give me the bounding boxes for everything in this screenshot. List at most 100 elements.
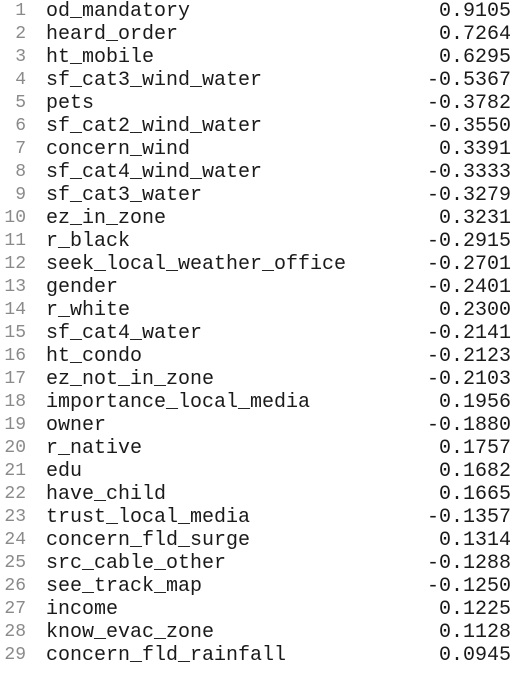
line-number: 7 xyxy=(15,139,26,159)
line-number: 2 xyxy=(15,24,26,44)
editor-line: 6 sf_cat2_wind_water -0.3550 xyxy=(0,115,524,138)
coefficient-value: -0.1880 xyxy=(426,414,511,437)
variable-name: concern_fld_rainfall xyxy=(46,644,287,667)
variable-name: have_child xyxy=(46,483,167,506)
line-number: 14 xyxy=(4,300,26,320)
editor-line: 25 src_cable_other -0.1288 xyxy=(0,552,524,575)
variable-name: see_track_map xyxy=(46,575,203,598)
variable-name: ht_condo xyxy=(46,345,143,368)
editor-line: 15 sf_cat4_water -0.2141 xyxy=(0,322,524,345)
editor-line: 29 concern_fld_rainfall 0.0945 xyxy=(0,644,524,667)
line-number: 5 xyxy=(15,93,26,113)
variable-name: sf_cat2_wind_water xyxy=(46,115,263,138)
coefficient-value: 0.3391 xyxy=(438,138,511,161)
line-number: 16 xyxy=(4,346,26,366)
variable-name: heard_order xyxy=(46,23,179,46)
editor-line: 18 importance_local_media 0.1956 xyxy=(0,391,524,414)
coefficient-value: -0.3782 xyxy=(426,92,511,115)
variable-name: trust_local_media xyxy=(46,506,251,529)
variable-name: gender xyxy=(46,276,119,299)
line-number: 23 xyxy=(4,507,26,527)
line-number: 12 xyxy=(4,254,26,274)
variable-name: od_mandatory xyxy=(46,0,191,23)
editor-line: 5 pets -0.3782 xyxy=(0,92,524,115)
editor-line: 12 seek_local_weather_office -0.2701 xyxy=(0,253,524,276)
variable-name: r_white xyxy=(46,299,131,322)
coefficient-value: -0.1288 xyxy=(426,552,511,575)
variable-name: sf_cat4_wind_water xyxy=(46,161,263,184)
editor-line: 24 concern_fld_surge 0.1314 xyxy=(0,529,524,552)
line-number: 26 xyxy=(4,576,26,596)
coefficient-value: -0.3550 xyxy=(426,115,511,138)
variable-name: importance_local_media xyxy=(46,391,311,414)
line-number: 3 xyxy=(15,47,26,67)
editor-line: 2 heard_order 0.7264 xyxy=(0,23,524,46)
variable-name: r_native xyxy=(46,437,143,460)
line-number: 13 xyxy=(4,277,26,297)
editor-line: 20 r_native 0.1757 xyxy=(0,437,524,460)
coefficient-value: -0.3279 xyxy=(426,184,511,207)
coefficient-value: 0.6295 xyxy=(438,46,511,69)
variable-name: concern_fld_surge xyxy=(46,529,251,552)
coefficient-value: 0.0945 xyxy=(438,644,511,667)
coefficient-value: -0.2103 xyxy=(426,368,511,391)
coefficient-value: -0.2123 xyxy=(426,345,511,368)
editor-line: 23 trust_local_media -0.1357 xyxy=(0,506,524,529)
line-number: 18 xyxy=(4,392,26,412)
line-number: 25 xyxy=(4,553,26,573)
editor-line: 26 see_track_map -0.1250 xyxy=(0,575,524,598)
variable-name: concern_wind xyxy=(46,138,191,161)
variable-name: owner xyxy=(46,414,107,437)
variable-name: ez_in_zone xyxy=(46,207,167,230)
editor-line: 13 gender -0.2401 xyxy=(0,276,524,299)
variable-name: seek_local_weather_office xyxy=(46,253,347,276)
editor-line: 1 od_mandatory 0.9105 xyxy=(0,0,524,23)
variable-name: pets xyxy=(46,92,95,115)
line-number: 24 xyxy=(4,530,26,550)
line-number: 15 xyxy=(4,323,26,343)
editor-line: 7 concern_wind 0.3391 xyxy=(0,138,524,161)
editor-line: 19 owner -0.1880 xyxy=(0,414,524,437)
editor-line: 21 edu 0.1682 xyxy=(0,460,524,483)
line-number: 9 xyxy=(15,185,26,205)
coefficient-value: -0.2915 xyxy=(426,230,511,253)
coefficient-value: -0.2401 xyxy=(426,276,511,299)
coefficient-value: 0.1665 xyxy=(438,483,511,506)
line-number: 22 xyxy=(4,484,26,504)
line-number: 8 xyxy=(15,162,26,182)
editor-line: 17 ez_not_in_zone -0.2103 xyxy=(0,368,524,391)
variable-name: src_cable_other xyxy=(46,552,227,575)
line-number: 28 xyxy=(4,622,26,642)
line-number: 17 xyxy=(4,369,26,389)
line-number: 11 xyxy=(4,231,26,251)
coefficient-value: 0.1314 xyxy=(438,529,511,552)
coefficient-value: 0.9105 xyxy=(438,0,511,23)
editor-line: 14 r_white 0.2300 xyxy=(0,299,524,322)
variable-name: know_evac_zone xyxy=(46,621,215,644)
editor-line: 4 sf_cat3_wind_water -0.5367 xyxy=(0,69,524,92)
coefficient-value: -0.5367 xyxy=(426,69,511,92)
variable-name: sf_cat3_water xyxy=(46,184,203,207)
line-number: 21 xyxy=(4,461,26,481)
editor-line: 22 have_child 0.1665 xyxy=(0,483,524,506)
editor-line: 3 ht_mobile 0.6295 xyxy=(0,46,524,69)
editor-line: 10 ez_in_zone 0.3231 xyxy=(0,207,524,230)
coefficient-value: 0.3231 xyxy=(438,207,511,230)
coefficient-value: -0.3333 xyxy=(426,161,511,184)
coefficient-value: 0.1956 xyxy=(438,391,511,414)
line-number: 20 xyxy=(4,438,26,458)
variable-name: ht_mobile xyxy=(46,46,155,69)
line-number: 10 xyxy=(4,208,26,228)
variable-name: edu xyxy=(46,460,83,483)
line-number: 27 xyxy=(4,599,26,619)
coefficient-value: -0.2701 xyxy=(426,253,511,276)
editor-line: 16 ht_condo -0.2123 xyxy=(0,345,524,368)
line-number: 4 xyxy=(15,70,26,90)
variable-name: income xyxy=(46,598,119,621)
coefficient-value: 0.1225 xyxy=(438,598,511,621)
coefficient-value: 0.2300 xyxy=(438,299,511,322)
coefficient-value: -0.1357 xyxy=(426,506,511,529)
line-number: 1 xyxy=(15,1,26,21)
line-number: 19 xyxy=(4,415,26,435)
